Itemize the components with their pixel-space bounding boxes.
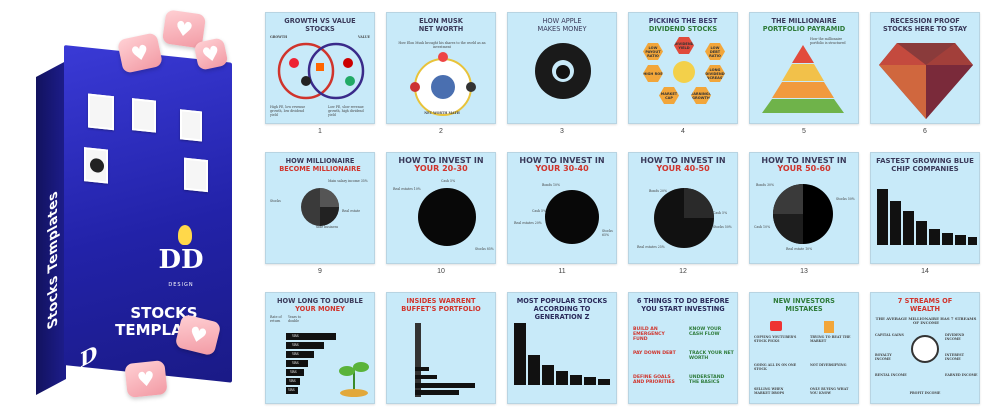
product-box: Stocks Templates DD DESIGN STOCKS TEMPLA…: [36, 45, 232, 395]
bar: [570, 375, 582, 385]
box-thumb-1: [88, 93, 114, 131]
template-card-13: HOW TO INVEST IN YOUR 50-60 Stocks 50% Bo…: [749, 152, 859, 264]
chart-icon: [824, 321, 834, 333]
bar: [968, 237, 977, 245]
box-spine: Stocks Templates: [36, 61, 66, 395]
bar: [286, 369, 304, 376]
template-card-7-streams: 7 STREAMS OF WEALTH THE AVERAGE MILLIONAI…: [870, 292, 980, 404]
pie-chart: [773, 184, 833, 244]
bar: [903, 211, 914, 245]
bar: [955, 235, 966, 245]
bar: [415, 323, 421, 397]
bar: [286, 342, 324, 349]
bar: [415, 383, 475, 388]
pyramid-chart: [762, 45, 844, 113]
bar: [929, 229, 940, 245]
template-card-genz: MOST POPULAR STOCKS ACCORDING TO GENERATI…: [507, 292, 617, 404]
pie-chart: [301, 188, 339, 226]
template-card-12: HOW TO INVEST IN YOUR 40-50 Bonds 20% Cas…: [628, 152, 738, 264]
bar: [598, 379, 610, 385]
bar: [286, 333, 336, 340]
net-worth-circle: [410, 52, 476, 116]
template-card-4: PICKING THE BEST DIVIDEND STOCKS LOW PAYO…: [628, 12, 738, 124]
bar: [286, 378, 300, 385]
template-card-mistakes: NEW INVESTORS MISTAKES COPYING YOUTUBER'S…: [749, 292, 859, 404]
pie-chart: [418, 188, 476, 246]
template-card-14: FASTEST GROWING BLUE CHIP COMPANIES: [870, 152, 980, 264]
bar: [286, 360, 308, 367]
box-thumb-4: [84, 147, 108, 184]
pie-chart: [654, 188, 714, 248]
template-card-11: HOW TO INVEST IN YOUR 30-40 Bonds 10% Cas…: [507, 152, 617, 264]
spine-title: Stocks Templates: [46, 187, 61, 332]
bar: [942, 233, 953, 245]
clock-icon: [911, 335, 939, 363]
template-card-9: HOW MILLIONAIRE BECOME MILLIONAIRE Main s…: [265, 152, 375, 264]
bar: [528, 355, 540, 385]
bar: [415, 367, 429, 371]
bar: [877, 189, 888, 245]
bar: [542, 365, 554, 385]
bar: [556, 371, 568, 385]
box-thumb-3: [180, 109, 202, 142]
youtube-icon: [770, 321, 782, 331]
bar: [415, 390, 459, 395]
template-card-10: HOW TO INVEST IN YOUR 20-30 Cash 5% Real …: [386, 152, 496, 264]
box-thumb-2: [132, 98, 156, 133]
template-card-6: RECESSION PROOF STOCKS HERE TO STAY: [870, 12, 980, 124]
bar: [916, 221, 927, 245]
template-card-3: HOW APPLE MAKES MONEY: [507, 12, 617, 124]
template-card-double-money: HOW LONG TO DOUBLE YOUR MONEY Rate of ret…: [265, 292, 375, 404]
template-card-2: ELON MUSK NET WORTH How Elon Musk brought…: [386, 12, 496, 124]
diamond-chart: [879, 43, 973, 119]
lightbulb-icon: [178, 225, 192, 245]
bar: [584, 377, 596, 385]
venn-diagram: [277, 42, 365, 100]
plant-icon: [339, 362, 369, 397]
pie-chart: [545, 190, 599, 244]
apple-donut-chart: [535, 43, 591, 99]
bar: [514, 323, 526, 385]
donut-icon: [90, 157, 104, 174]
coin-icon: [673, 61, 695, 83]
bar: [415, 375, 437, 379]
template-card-6-things: 6 THINGS TO DO BEFORE YOU START INVESTING…: [628, 292, 738, 404]
bar: [286, 351, 314, 358]
box-logo-sub: DESIGN: [168, 282, 194, 288]
template-card-buffet: INSIDES WARRENT BUFFET'S PORTFOLIO: [386, 292, 496, 404]
template-card-5: THE MILLIONAIRE PORTFOLIO PAYRAMID How th…: [749, 12, 859, 124]
template-card-1: GROWTH VS VALUE STOCKS GROWTH VALUE High …: [265, 12, 375, 124]
bar: [286, 387, 298, 394]
heart-bubble-icon: ♥: [124, 360, 168, 398]
box-logo: DD: [158, 245, 204, 275]
box-thumb-5: [184, 157, 208, 193]
bar: [890, 201, 901, 245]
